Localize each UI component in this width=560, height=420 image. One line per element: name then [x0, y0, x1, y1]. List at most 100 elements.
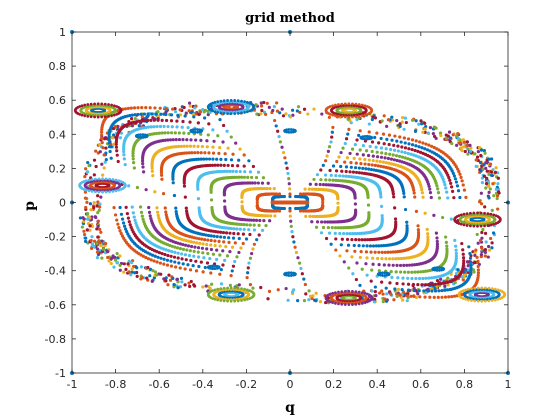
- orbit-point: [298, 261, 302, 265]
- chaos-point: [208, 286, 212, 291]
- orbit-point: [225, 254, 230, 258]
- island-point: [233, 286, 237, 290]
- orbit-point: [247, 159, 251, 163]
- orbit-point: [192, 249, 196, 254]
- chaos-point: [479, 191, 483, 195]
- orbit-point: [141, 156, 145, 161]
- orbit-point: [437, 196, 442, 200]
- orbit-point: [369, 279, 373, 283]
- orbit-point: [383, 250, 387, 254]
- chaos-point: [99, 244, 103, 248]
- orbit-point: [164, 107, 168, 111]
- chaos-point: [288, 115, 293, 119]
- chaos-point: [251, 286, 255, 290]
- orbit-point: [335, 159, 339, 164]
- orbit-point: [373, 135, 377, 140]
- orbit-point: [188, 249, 192, 253]
- orbit-point: [364, 167, 368, 171]
- orbit-point: [358, 157, 362, 161]
- chaos-point: [401, 290, 406, 294]
- island-point: [112, 184, 116, 188]
- chaos-point: [308, 294, 313, 298]
- chaos-point: [438, 131, 443, 135]
- orbit-point: [222, 235, 227, 239]
- island-point: [113, 109, 117, 113]
- chaos-point: [456, 131, 460, 136]
- chaos-point: [116, 124, 120, 129]
- chaos-point: [178, 285, 183, 289]
- orbit-point: [393, 148, 397, 152]
- chaos-point: [98, 150, 102, 154]
- orbit-point: [184, 243, 188, 247]
- x-axis-label: q: [285, 400, 295, 416]
- chaos-point: [151, 269, 155, 273]
- chaos-point: [92, 239, 97, 243]
- orbit-point: [371, 158, 375, 163]
- orbit-point: [205, 247, 209, 251]
- orbit-point: [203, 151, 207, 155]
- orbit-point: [444, 235, 448, 239]
- orbit-point: [354, 277, 358, 282]
- orbit-point: [387, 263, 391, 267]
- orbit-point: [437, 289, 441, 293]
- orbit-point: [328, 168, 332, 173]
- orbit-point: [394, 220, 398, 224]
- chaos-point: [414, 119, 418, 123]
- orbit-point: [413, 148, 417, 153]
- chaos-point: [423, 127, 427, 131]
- orbit-point: [222, 163, 226, 167]
- orbit-point: [187, 151, 191, 155]
- chaos-point: [266, 297, 270, 301]
- orbit-point: [169, 259, 173, 263]
- orbit-point: [120, 217, 125, 221]
- orbit-point: [134, 221, 138, 225]
- y-tick-label: -0.2: [45, 231, 66, 244]
- island-point: [89, 102, 93, 106]
- orbit-point: [378, 291, 382, 295]
- orbit-point: [179, 144, 183, 148]
- island-point: [493, 218, 497, 222]
- orbit-point: [351, 272, 355, 276]
- island-point: [229, 112, 233, 116]
- chaos-point: [146, 265, 150, 270]
- orbit-point: [310, 220, 314, 224]
- orbit-point: [454, 248, 458, 252]
- orbit-point: [162, 124, 166, 129]
- orbit-point: [380, 214, 384, 218]
- orbit-point: [402, 195, 406, 199]
- orbit-point: [169, 254, 173, 258]
- chaos-point: [284, 286, 288, 291]
- island-point: [229, 98, 233, 102]
- orbit-point: [219, 157, 223, 161]
- orbit-point: [172, 255, 177, 259]
- orbit-point: [273, 118, 277, 123]
- orbit-point: [108, 149, 112, 154]
- chaos-point: [197, 112, 201, 117]
- orbit-point: [137, 119, 141, 123]
- orbit-point: [445, 190, 449, 194]
- island-point: [364, 109, 368, 113]
- chaos-point: [228, 283, 232, 287]
- chaos-point: [439, 277, 443, 281]
- chaos-point: [204, 284, 208, 288]
- chaos-point: [395, 292, 399, 296]
- x-tick-label: -0.8: [105, 378, 126, 391]
- island-point: [337, 114, 340, 118]
- orbit-point: [393, 206, 397, 210]
- orbit-point: [405, 263, 409, 267]
- orbit-point: [352, 156, 356, 160]
- chain-point: [217, 266, 221, 270]
- orbit-point: [231, 169, 235, 173]
- orbit-point: [454, 180, 459, 184]
- orbit-point: [184, 258, 188, 262]
- orbit-point: [387, 142, 391, 147]
- chaos-point: [386, 118, 390, 122]
- orbit-point: [215, 248, 219, 252]
- orbit-point: [252, 218, 256, 222]
- orbit-point: [144, 125, 148, 130]
- orbit-point: [152, 259, 156, 263]
- chaos-point: [453, 280, 457, 285]
- orbit-point: [176, 251, 180, 255]
- island-point: [343, 115, 347, 119]
- orbit-point: [416, 228, 420, 232]
